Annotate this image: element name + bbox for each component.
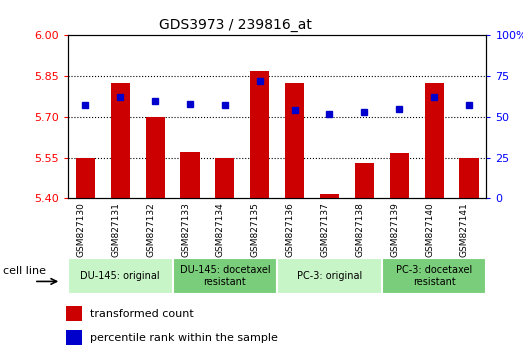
Bar: [180, 152, 200, 198]
Bar: [66, 330, 82, 345]
Text: transformed count: transformed count: [90, 309, 194, 319]
Bar: [68, 258, 173, 294]
Text: GSM827139: GSM827139: [390, 202, 399, 257]
Bar: [285, 83, 304, 198]
Bar: [390, 153, 409, 198]
Text: GSM827130: GSM827130: [76, 202, 85, 257]
Bar: [425, 83, 444, 198]
Bar: [250, 71, 269, 198]
Bar: [320, 194, 339, 198]
Text: GSM827132: GSM827132: [146, 202, 155, 257]
Text: GDS3973 / 239816_at: GDS3973 / 239816_at: [159, 18, 312, 32]
Bar: [76, 158, 95, 198]
Text: DU-145: docetaxel
resistant: DU-145: docetaxel resistant: [179, 265, 270, 287]
Text: GSM827138: GSM827138: [355, 202, 365, 257]
Text: GSM827131: GSM827131: [111, 202, 120, 257]
Bar: [111, 83, 130, 198]
Text: GSM827135: GSM827135: [251, 202, 260, 257]
Text: GSM827134: GSM827134: [216, 202, 225, 257]
Text: GSM827141: GSM827141: [460, 202, 469, 257]
Text: PC-3: docetaxel
resistant: PC-3: docetaxel resistant: [396, 265, 472, 287]
Text: cell line: cell line: [4, 266, 47, 276]
Text: percentile rank within the sample: percentile rank within the sample: [90, 333, 278, 343]
Bar: [145, 117, 165, 198]
Bar: [277, 258, 382, 294]
Bar: [66, 306, 82, 321]
Text: GSM827136: GSM827136: [286, 202, 294, 257]
Text: DU-145: original: DU-145: original: [81, 271, 160, 281]
Bar: [215, 158, 234, 198]
Text: GSM827133: GSM827133: [181, 202, 190, 257]
Bar: [173, 258, 277, 294]
Text: GSM827140: GSM827140: [425, 202, 434, 257]
Bar: [355, 163, 374, 198]
Bar: [459, 158, 479, 198]
Bar: [382, 258, 486, 294]
Text: GSM827137: GSM827137: [321, 202, 329, 257]
Text: PC-3: original: PC-3: original: [297, 271, 362, 281]
